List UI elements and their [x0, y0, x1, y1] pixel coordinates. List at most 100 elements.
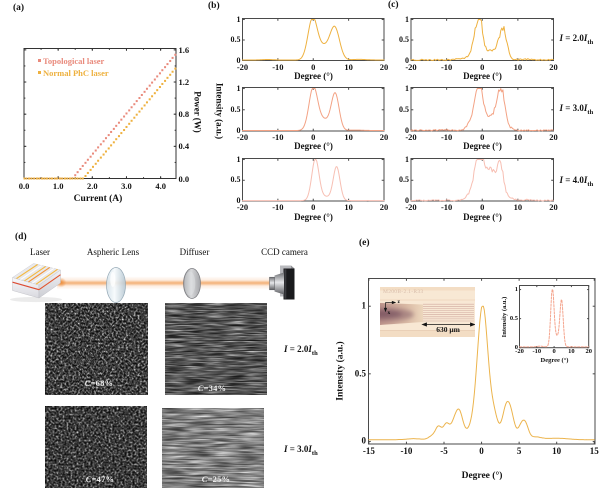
tick-label: 10	[344, 202, 353, 212]
series-marker	[133, 103, 136, 106]
series-line	[410, 159, 554, 202]
series-marker	[128, 122, 131, 125]
tick-label: 1.6	[178, 44, 190, 55]
optical-setup-diagram	[10, 263, 295, 303]
c-xaxis-label-row2: Degree (°)	[463, 141, 502, 151]
series-marker	[107, 134, 110, 137]
series-marker	[164, 79, 167, 82]
plot-b-row2	[242, 87, 385, 132]
series-marker	[56, 177, 59, 180]
tick-label: 0.5	[230, 104, 241, 114]
tick-label: 1	[236, 154, 241, 164]
series-marker	[148, 98, 151, 101]
tick-label: 0	[236, 126, 241, 135]
tick-label: 15	[589, 446, 599, 456]
series-marker	[84, 161, 87, 164]
contrast-label-c47: C=47%	[85, 473, 115, 484]
current-label-row1: I = 2.0Ith	[559, 32, 594, 46]
speckle-image-c25	[162, 408, 264, 488]
series-marker	[66, 177, 69, 180]
tick-label: 1.0	[52, 181, 64, 191]
tick-label: 0	[552, 348, 556, 356]
series-marker	[145, 87, 148, 90]
tick-label: 1	[514, 285, 518, 293]
series-marker	[79, 168, 82, 171]
series-marker	[140, 107, 143, 110]
series-line	[368, 305, 595, 441]
series-marker	[161, 82, 164, 85]
b-xaxis-label-row1: Degree (°)	[294, 70, 333, 81]
legend-topological-laser: Topological laser	[43, 55, 105, 66]
tick-label: -10	[440, 202, 453, 212]
panel-label-b: (b)	[208, 1, 220, 11]
tick-label: -10	[272, 61, 284, 72]
tick-label: 0	[480, 132, 485, 142]
plot-c-row1	[410, 18, 554, 61]
tick-label: 0	[236, 196, 241, 205]
series-marker	[89, 168, 92, 171]
legend-marker-topological	[37, 58, 41, 62]
tick-label: 1.2	[178, 76, 190, 87]
series-line	[519, 289, 590, 348]
series-marker	[135, 113, 138, 116]
tick-label: 10	[513, 61, 523, 72]
contrast-label-c68: C=68%	[84, 378, 114, 388]
speckle-image-c34	[164, 303, 267, 395]
laser-chip	[10, 263, 62, 303]
series-marker	[25, 177, 28, 180]
chip-id-text: M200B-2.1-R33	[383, 289, 424, 295]
tick-label: -10	[440, 132, 453, 142]
series-marker	[28, 177, 31, 180]
plot-c-row2	[410, 87, 554, 132]
series-marker	[94, 162, 97, 165]
a-xaxis-label: Current (A)	[73, 193, 123, 204]
series-marker	[53, 177, 56, 180]
grating-lines	[423, 303, 474, 322]
tick-label: 1	[405, 14, 409, 24]
plot-e	[368, 278, 596, 445]
series-line	[242, 19, 385, 61]
series-marker	[89, 155, 92, 158]
speckle-image-c68	[45, 303, 148, 395]
series-line	[410, 19, 554, 61]
tick-label: 20	[549, 132, 558, 142]
tick-label: 0	[480, 202, 485, 212]
series-marker	[148, 84, 151, 87]
tick-label: 0.0	[18, 181, 30, 191]
tick-label: 2.0	[87, 181, 98, 191]
plot-a	[23, 48, 177, 180]
tick-marks	[519, 285, 590, 349]
series-marker	[112, 127, 115, 130]
tick-label: 0	[311, 132, 316, 142]
series-marker	[151, 95, 154, 98]
tick-label: 0	[236, 55, 241, 65]
series-marker	[99, 156, 102, 159]
diffuser-label: Diffuser	[179, 247, 210, 257]
series-marker	[156, 75, 159, 78]
tick-label: 20	[549, 61, 558, 72]
plot-box	[23, 48, 177, 179]
panel-label-d: (d)	[15, 232, 27, 242]
series-marker	[171, 56, 174, 59]
series-marker	[30, 177, 33, 180]
ccd-camera	[269, 265, 295, 300]
aspheric-lens	[106, 267, 126, 303]
e-inset-xaxis-label: Degree (°)	[540, 356, 569, 364]
series-marker	[48, 177, 51, 180]
contrast-label-c25: C=25%	[201, 474, 231, 484]
tick-label: 0.4	[178, 141, 190, 152]
b-xaxis-label-row3: Degree (°)	[294, 211, 333, 222]
series-marker	[102, 153, 105, 156]
tick-label: -20	[236, 202, 249, 212]
tick-label: 10	[344, 132, 353, 142]
series-marker	[76, 171, 79, 174]
series-marker	[138, 110, 141, 113]
tick-label: 1	[405, 83, 409, 93]
series-marker	[123, 129, 126, 132]
ccd-camera-label: CCD camera	[261, 247, 308, 257]
series-marker	[86, 158, 89, 161]
x-axis-marker: x	[387, 310, 391, 316]
